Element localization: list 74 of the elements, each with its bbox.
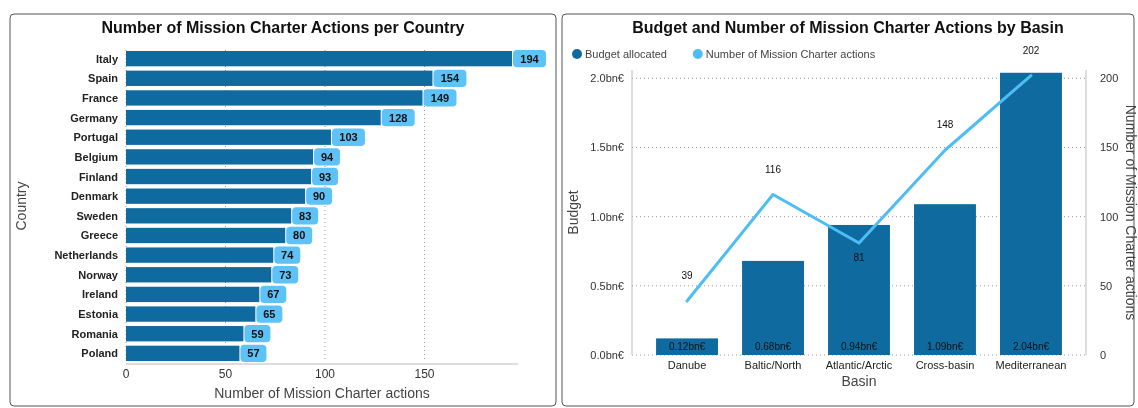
y-tick-label: Belgium: [74, 150, 119, 163]
bar: [742, 260, 804, 355]
data-label: 81: [853, 251, 865, 263]
data-label: 0.94bn€: [840, 341, 878, 352]
data-label: 73: [279, 268, 292, 281]
y-tick-label: Finland: [78, 170, 118, 183]
chart-title: Budget and Number of Mission Charter Actions by Basin: [632, 19, 1064, 36]
y-tick-label: France: [81, 91, 118, 104]
data-label: 154: [440, 72, 460, 85]
y-axis-title: Budget: [565, 190, 581, 235]
legend-label: Number of Mission Charter actions: [705, 48, 876, 60]
data-label: 103: [339, 131, 358, 144]
y-tick-label: Greece: [80, 229, 118, 242]
y-tick-label: Spain: [88, 72, 119, 85]
x-tick-label: 100: [314, 367, 336, 381]
data-label: 0.12bn€: [668, 341, 706, 352]
y-tick-label: Portugal: [73, 131, 118, 144]
data-label: 93: [318, 170, 332, 183]
data-label: 1.09bn€: [926, 341, 964, 352]
x-tick-label: Atlantic/Arctic: [825, 359, 893, 371]
bar: [828, 224, 890, 355]
data-label: 83: [299, 209, 312, 222]
y-axis-title: Country: [13, 181, 29, 231]
y-tick-label: Estonia: [78, 308, 119, 321]
x-tick-label: Danube: [667, 359, 707, 371]
y2-tick-label: 150: [1100, 141, 1119, 154]
data-label: 90: [312, 190, 326, 203]
y-tick-label: Denmark: [70, 190, 119, 203]
y-tick-label: Romania: [71, 327, 119, 340]
x-tick-label: 150: [414, 367, 435, 381]
data-label: 148: [936, 119, 954, 131]
data-label: 59: [251, 327, 264, 340]
data-label: 149: [430, 91, 450, 104]
data-label: 0.68bn€: [754, 341, 792, 352]
bar: [914, 204, 976, 355]
data-label: 67: [267, 288, 280, 301]
y2-tick-label: 50: [1100, 279, 1113, 292]
y-tick-label: Ireland: [81, 288, 118, 301]
data-label: 39: [681, 270, 694, 282]
data-label: 80: [293, 229, 306, 242]
data-label: 57: [247, 347, 260, 360]
x-axis-title: Basin: [841, 373, 877, 389]
data-label: 202: [1022, 44, 1040, 56]
data-label: 194: [520, 52, 540, 65]
data-label: 65: [263, 308, 276, 321]
chart-title: Number of Mission Charter Actions per Country: [101, 19, 465, 36]
y-tick-label: 0.5bn€: [590, 279, 624, 292]
data-label: 94: [320, 150, 335, 163]
legend-label: Budget allocated: [585, 48, 667, 60]
y-tick-label: Italy: [95, 52, 119, 65]
bar: [1000, 72, 1062, 355]
y-tick-label: Poland: [81, 347, 118, 360]
x-tick-label: 50: [218, 367, 233, 381]
y-tick-label: Sweden: [76, 209, 119, 222]
y-tick-label: 1.5bn€: [590, 141, 624, 154]
y-tick-label: 0.0bn€: [590, 349, 624, 361]
data-label: 74: [281, 249, 295, 262]
y-tick-label: Netherlands: [54, 249, 118, 262]
x-tick-label: Cross-basin: [915, 359, 975, 371]
x-tick-label: Mediterranean: [995, 359, 1067, 371]
y-tick-label: Germany: [70, 111, 119, 124]
y2-tick-label: 100: [1100, 210, 1119, 223]
y2-tick-label: 200: [1100, 72, 1119, 85]
y-tick-label: 2.0bn€: [590, 72, 624, 85]
data-label: 116: [765, 163, 782, 175]
x-tick-label: 0: [122, 367, 130, 381]
x-tick-label: Baltic/North: [744, 359, 802, 371]
data-label: 128: [389, 111, 408, 124]
y2-tick-label: 0: [1100, 349, 1107, 361]
data-label: 2.04bn€: [1012, 341, 1050, 352]
y-tick-label: Norway: [78, 268, 119, 281]
y2-axis-title: Number of Mission Charter actions: [1123, 104, 1138, 321]
x-axis-title: Number of Mission Charter actions: [214, 385, 430, 401]
y-tick-label: 1.0bn€: [590, 210, 624, 223]
